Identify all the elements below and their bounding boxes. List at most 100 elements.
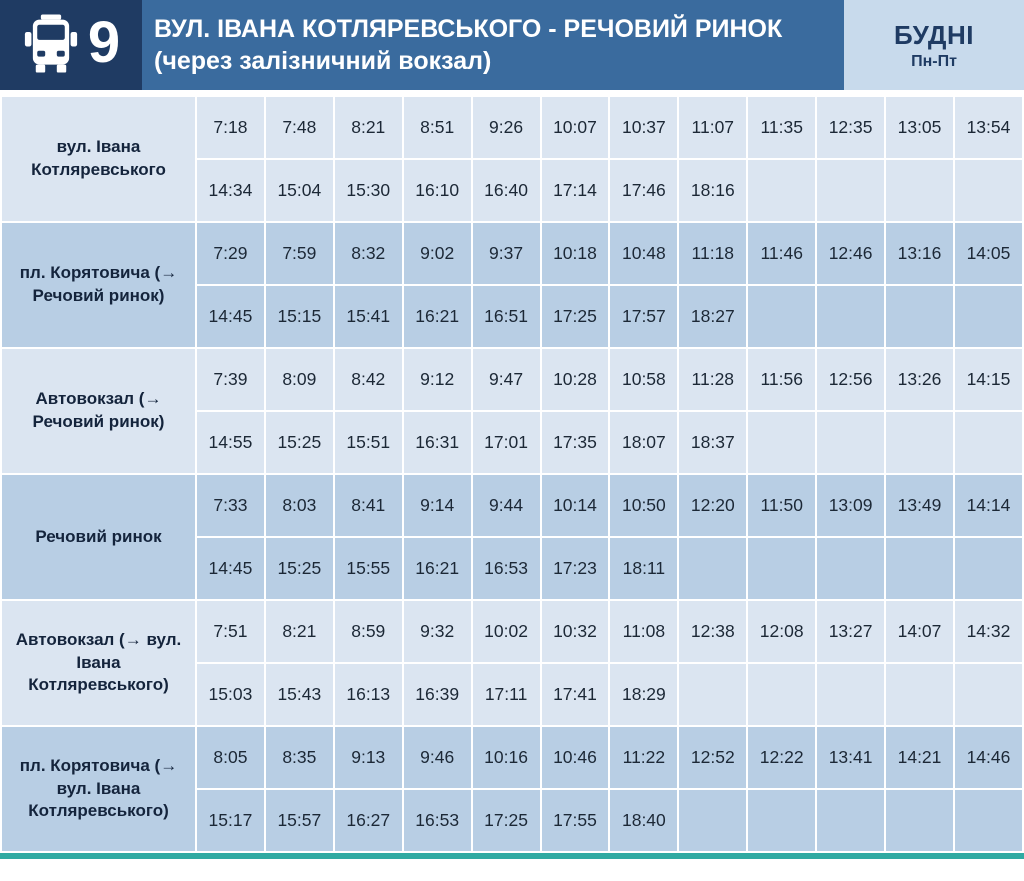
- bus-icon: [22, 14, 80, 76]
- time-cell: 10:32: [539, 599, 611, 664]
- time-cell: 17:41: [539, 662, 611, 727]
- time-cell: 11:56: [746, 347, 818, 412]
- time-cell: 14:05: [952, 221, 1024, 286]
- time-cell: 18:37: [677, 410, 749, 475]
- time-cell-empty: [677, 788, 749, 853]
- time-cell-empty: [884, 536, 955, 601]
- time-cell-empty: [952, 284, 1024, 349]
- time-cell: 9:47: [470, 347, 542, 412]
- time-cell-empty: [815, 410, 887, 475]
- time-cell: 7:39: [195, 347, 266, 412]
- time-cell-empty: [815, 536, 887, 601]
- time-cell: 11:46: [746, 221, 818, 286]
- time-cell-empty: [746, 662, 818, 727]
- time-cell: 9:46: [401, 725, 473, 790]
- timetable-row: пл. Корятовича (→ вул. Івана Котляревськ…: [0, 725, 1024, 853]
- time-cell: 13:49: [884, 473, 955, 538]
- time-cell: 16:51: [470, 284, 542, 349]
- time-cell-empty: [677, 536, 749, 601]
- time-cell: 8:35: [263, 725, 335, 790]
- time-cell: 10:18: [539, 221, 611, 286]
- time-cell: 13:41: [815, 725, 887, 790]
- time-cell: 8:32: [332, 221, 404, 286]
- time-cell-empty: [746, 284, 818, 349]
- time-cell: 14:45: [195, 284, 266, 349]
- bottom-accent-bar: [0, 853, 1024, 859]
- time-cell: 11:28: [677, 347, 749, 412]
- time-cell: 17:11: [470, 662, 542, 727]
- time-cell: 11:07: [677, 95, 749, 160]
- time-cell: 7:59: [263, 221, 335, 286]
- stop-name: вул. Івана Котляревського: [0, 95, 197, 223]
- time-cell: 17:57: [608, 284, 680, 349]
- time-cell: 7:48: [263, 95, 335, 160]
- time-cell: 10:07: [539, 95, 611, 160]
- time-cell: 16:21: [401, 536, 473, 601]
- time-cell: 15:17: [195, 788, 266, 853]
- time-cell: 9:12: [401, 347, 473, 412]
- time-cell-empty: [952, 536, 1024, 601]
- time-cell: 12:35: [815, 95, 887, 160]
- time-cell: 9:14: [401, 473, 473, 538]
- header: 9 ВУЛ. ІВАНА КОТЛЯРЕВСЬКОГО - РЕЧОВИЙ РИ…: [0, 0, 1024, 90]
- stop-name: пл. Корятовича (→ Речовий ринок): [0, 221, 197, 349]
- time-cell-empty: [952, 788, 1024, 853]
- timetable-row: 14:55 15:25 15:51 16:31 17:01 17:35 18:07 18:37: [1, 410, 1024, 475]
- time-cell: 14:55: [195, 410, 266, 475]
- route-title-line1: ВУЛ. ІВАНА КОТЛЯРЕВСЬКОГО - РЕЧОВИЙ РИНО…: [154, 14, 783, 43]
- time-cell: 11:35: [746, 95, 818, 160]
- time-cell: 9:44: [470, 473, 542, 538]
- time-cell: 10:16: [470, 725, 542, 790]
- time-cell: 14:45: [195, 536, 266, 601]
- time-cell-empty: [815, 662, 887, 727]
- time-cell: 12:20: [677, 473, 749, 538]
- time-cell-empty: [746, 536, 818, 601]
- time-cell: 18:11: [608, 536, 680, 601]
- time-cell: 15:57: [263, 788, 335, 853]
- time-cell: 15:55: [332, 536, 404, 601]
- time-cell: 13:05: [884, 95, 955, 160]
- time-cell: 18:27: [677, 284, 749, 349]
- time-cell-empty: [952, 662, 1024, 727]
- time-cell: 10:48: [608, 221, 680, 286]
- time-cell: 15:15: [263, 284, 335, 349]
- timetable-row: пл. Корятовича (→ Речовий ринок) 7:29 7:59…: [0, 221, 1024, 349]
- time-cell: 8:05: [195, 725, 266, 790]
- time-cell-empty: [952, 158, 1024, 223]
- time-cell: 11:08: [608, 599, 680, 664]
- time-cell: 14:46: [952, 725, 1024, 790]
- time-cell: 11:22: [608, 725, 680, 790]
- timetable-row: 14:45 15:25 15:55 16:21 16:53 17:23 18:11: [1, 536, 1024, 601]
- route-number: 9: [87, 10, 121, 75]
- time-cell-empty: [884, 788, 955, 853]
- time-cell: 15:03: [195, 662, 266, 727]
- timetable-row: 15:03 15:43 16:13 16:39 17:11 17:41 18:29: [1, 662, 1024, 727]
- time-cell: 13:16: [884, 221, 955, 286]
- time-cell: 13:26: [884, 347, 955, 412]
- timetable: вул. Івана Котляревського 7:18 7:48 8:21 8:5…: [0, 95, 1024, 853]
- schedule-type-label: БУДНІ: [894, 19, 974, 50]
- time-cell: 13:54: [952, 95, 1024, 160]
- stop-name: пл. Корятовича (→ вул. Івана Котляревськ…: [0, 725, 197, 853]
- timetable-row: 14:45 15:15 15:41 16:21 16:51 17:25 17:57 18:27: [1, 284, 1024, 349]
- time-cell: 12:52: [677, 725, 749, 790]
- time-cell: 12:56: [815, 347, 887, 412]
- time-cell: 8:42: [332, 347, 404, 412]
- time-cell: 14:32: [952, 599, 1024, 664]
- time-cell: 9:02: [401, 221, 473, 286]
- time-cell: 14:21: [884, 725, 955, 790]
- time-cell: 7:18: [195, 95, 266, 160]
- timetable-row: Речовий ринок 7:33 8:03 8:41 9:14 9:44 10:14 10…: [0, 473, 1024, 601]
- time-cell: 16:21: [401, 284, 473, 349]
- time-cell: 18:29: [608, 662, 680, 727]
- timetable-row: Автовокзал (→ вул. Івана Котляревського)…: [0, 599, 1024, 727]
- time-cell: 9:32: [401, 599, 473, 664]
- time-cell: 11:50: [746, 473, 818, 538]
- time-cell: 10:58: [608, 347, 680, 412]
- time-cell: 8:03: [263, 473, 335, 538]
- timetable-row: 15:17 15:57 16:27 16:53 17:25 17:55 18:40: [1, 788, 1024, 853]
- time-cell: 18:40: [608, 788, 680, 853]
- time-cell: 8:59: [332, 599, 404, 664]
- time-cell: 14:15: [952, 347, 1024, 412]
- time-cell: 7:33: [195, 473, 266, 538]
